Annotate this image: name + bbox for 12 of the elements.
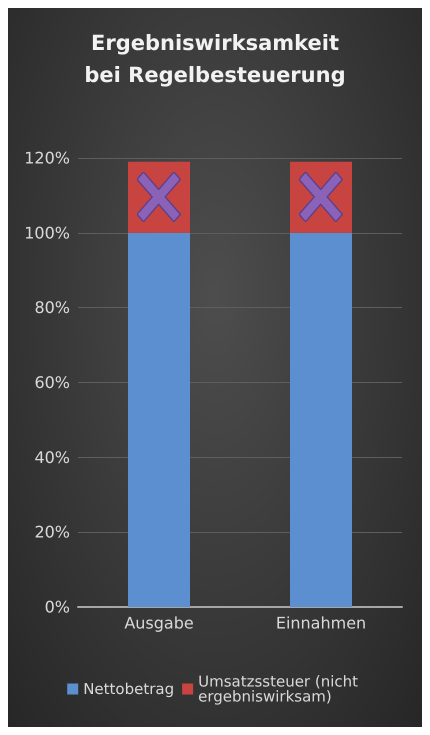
x-tick-label: Einnahmen (276, 614, 366, 632)
legend-label: Umsatzssteuer (nicht ergebniswirksam) (198, 672, 363, 706)
y-tick-label: 120% (24, 148, 70, 168)
y-tick-label: 40% (34, 448, 70, 467)
y-tick-label: 20% (34, 522, 70, 542)
y-tick-label: 100% (24, 223, 70, 242)
y-tick-label: 60% (34, 373, 70, 392)
y-tick-label: 0% (44, 598, 70, 616)
chart-title: Ergebniswirksamkeit bei Regelbesteuerung (84, 31, 346, 87)
y-tick-label: 80% (34, 298, 70, 318)
x-tick-label: Ausgabe (124, 614, 194, 632)
legend-label: Nettobetrag (83, 680, 174, 698)
